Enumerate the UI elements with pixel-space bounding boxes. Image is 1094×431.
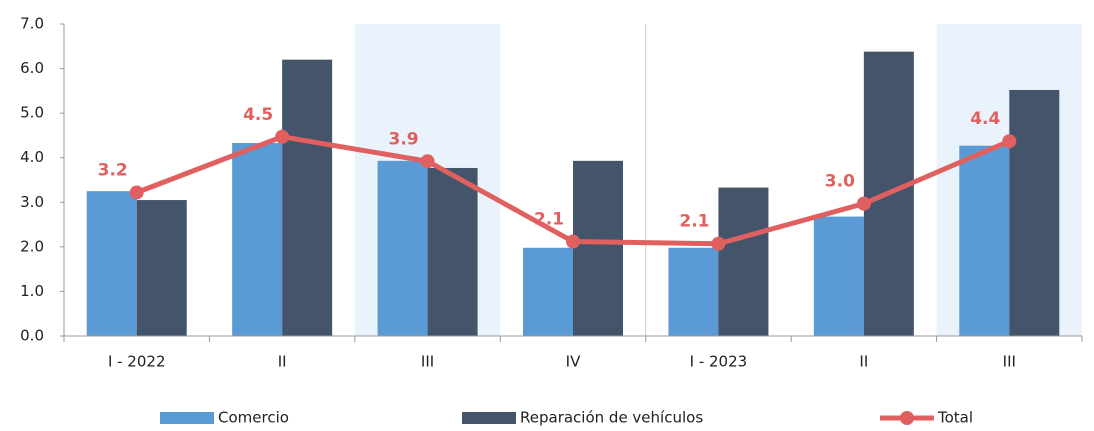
marker [129, 185, 144, 200]
marker [566, 234, 580, 249]
y-tick-label: 4.0 [20, 148, 44, 166]
legend-swatch [462, 412, 516, 424]
marker [275, 129, 290, 144]
y-tick-label: 6.0 [20, 59, 44, 77]
data-label: 3.9 [389, 129, 419, 149]
marker [1002, 134, 1017, 149]
x-tick-label: II [859, 353, 868, 371]
bar [86, 191, 137, 336]
legend-label: Reparación de vehículos [520, 409, 703, 427]
x-tick-label: IV [566, 353, 581, 371]
bar [668, 247, 719, 336]
legend-label: Total [937, 409, 973, 427]
x-tick-label: III [1003, 353, 1016, 371]
legend-swatch [160, 412, 214, 424]
bar [718, 187, 769, 336]
legend-swatch [900, 411, 914, 425]
x-tick-label: II [278, 353, 287, 371]
y-tick-label: 7.0 [20, 15, 44, 33]
x-tick-label: I - 2022 [108, 353, 166, 371]
bar [427, 167, 478, 336]
y-tick-label: 1.0 [20, 282, 44, 300]
bar [1009, 89, 1060, 336]
data-label: 4.4 [970, 109, 1000, 129]
data-label: 4.5 [243, 105, 273, 125]
data-label: 2.1 [534, 210, 564, 230]
bar [959, 145, 1010, 336]
y-tick-label: 5.0 [20, 104, 44, 122]
data-label: 3.0 [825, 172, 855, 192]
bar [573, 160, 623, 336]
bar [377, 160, 428, 336]
marker [420, 154, 435, 169]
y-tick-label: 2.0 [20, 237, 44, 255]
bar [282, 59, 333, 337]
y-tick-label: 3.0 [20, 193, 44, 211]
bar [136, 200, 187, 336]
bar [523, 247, 573, 336]
bar [232, 143, 283, 336]
legend-label: Comercio [218, 409, 289, 427]
x-tick-label: III [421, 353, 434, 371]
y-tick-label: 0.0 [20, 327, 44, 345]
bar [813, 216, 864, 336]
marker [711, 236, 726, 251]
marker [856, 196, 871, 211]
x-tick-label: I - 2023 [690, 353, 748, 371]
data-label: 2.1 [679, 212, 709, 232]
data-label: 3.2 [98, 160, 128, 180]
